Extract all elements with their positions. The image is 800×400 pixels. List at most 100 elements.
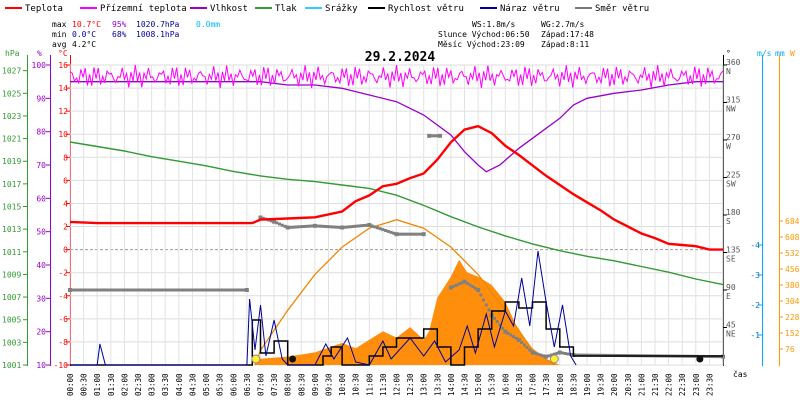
wind-direction-trace [324,225,328,228]
wind-direction-trace [373,225,377,229]
wind-direction-trace [528,348,532,352]
press-unit: hPa [5,49,20,58]
wind-direction-trace [384,229,388,232]
wind-direction-trace [351,225,355,228]
stats-min-press: 1008.1hPa [136,30,180,39]
press-tick-label: 1011 [2,248,21,257]
temp-tick-label: 10 [58,130,68,139]
humidity-line [70,81,723,173]
wind-direction-trace [454,283,458,287]
wind-direction-trace [141,288,145,292]
time-tick-label: 03:00 [148,373,157,396]
press-tick-label: 1009 [2,270,21,279]
wind-direction-trace [209,288,213,292]
wind-direction-trace [174,288,178,292]
wind-direction-trace [122,288,126,292]
temp-tick-label: -2 [58,269,68,278]
wind-direction-trace [560,351,564,355]
wind-direction-trace [514,336,518,340]
wind-direction-trace [158,288,162,292]
wind-direction-trace [522,343,526,347]
wind-direction-trace [185,288,189,292]
wind-direction-trace [87,288,91,292]
time-tick-label: 14:00 [447,373,456,396]
rain-unit: mm [775,49,785,58]
wind-direction-trace [182,288,186,292]
wind-direction-trace [395,232,398,236]
wind-direction-trace [196,288,200,292]
legend-label-naraz: Náraz větru [500,4,560,14]
wind-direction-trace [359,224,363,228]
wind-direction-trace [231,288,235,292]
wind-direction-trace [120,288,124,292]
temp-tick-label: 12 [58,107,68,116]
time-tick-label: 22:30 [678,373,687,396]
wind-direction-trace [321,224,325,228]
wind-direction-trace [362,224,366,227]
wind-direction-trace [84,288,88,292]
dir-tick-compass: E [726,292,731,301]
time-tick-label: 04:30 [188,373,197,396]
hum-tick-label: 70 [36,161,46,170]
time-tick-label: 09:00 [311,373,320,396]
wind-direction-trace [367,223,371,227]
wind-direction-trace [381,228,385,232]
wind-direction-trace [430,134,434,138]
wind-direction-trace [199,288,203,292]
wind-direction-trace [525,346,529,349]
wind-direction-trace [449,286,453,289]
wind-direction-trace [558,351,562,354]
hum-tick-label: 100 [32,61,47,70]
wind-direction-trace [408,232,412,236]
wind-direction-trace [329,225,333,229]
legend-label-srazky: Srážky [325,4,358,14]
dir-tick-compass: N [726,67,731,76]
stats-max-label: max [52,20,67,29]
wind-direction-trace [275,221,279,225]
wind-tick-label: -3 [750,271,760,280]
press-tick-label: 1027 [2,67,21,76]
wind-direction-trace [563,352,567,355]
wind-direction-trace [169,288,173,292]
temp-tick-label: 6 [63,176,68,185]
sun-unit: W [790,49,795,58]
time-tick-label: 08:30 [297,373,306,396]
time-tick-label: 20:00 [610,373,619,396]
time-tick-label: 16:00 [501,373,510,396]
legend-label-prizemni: Přízemní teplota [100,4,187,14]
wind-direction-trace [223,288,227,292]
moonrise-marker [696,355,704,363]
wind-direction-trace [220,288,224,292]
wind-direction-trace [473,286,477,290]
dir-tick-compass: NE [726,330,736,339]
stats-block: max 10.7°C 95% 1020.7hPa 0.0mm min 0.0°C… [52,20,220,49]
time-tick-label: 00:00 [66,373,75,396]
time-tick-label: 09:30 [324,373,333,396]
dir-tick-label: 45 [726,321,736,330]
hum-tick-label: 10 [36,361,46,370]
wind-direction-trace [498,323,502,327]
hum-tick-label: 30 [36,294,46,303]
wind-tick-label: -4 [750,241,760,250]
wind-direction-trace [147,288,151,292]
press-tick-label: 1023 [2,112,21,121]
wind-direction-trace [343,225,347,229]
press-tick-label: 1007 [2,293,21,302]
dir-unit: ° [726,49,731,58]
temp-tick-label: -6 [58,315,68,324]
wind-direction-trace [416,232,420,236]
press-tick-label: 1015 [2,203,21,212]
wind-direction-trace [82,288,86,292]
axis-units: hPa % °C ° m/s mm W čas [5,49,795,379]
sunrise-marker [251,354,261,364]
legend-label-tlak: Tlak [275,4,297,14]
wind-direction-trace [435,134,439,138]
info-sun-set: Západ:17:48 [541,30,594,39]
time-tick-label: 05:00 [202,373,211,396]
wind-direction-trace [280,223,284,227]
wind-direction-trace [547,354,551,358]
temp-tick-label: -10 [54,361,69,370]
temp-tick-label: 2 [63,223,68,232]
wind-direction-trace [479,293,483,297]
